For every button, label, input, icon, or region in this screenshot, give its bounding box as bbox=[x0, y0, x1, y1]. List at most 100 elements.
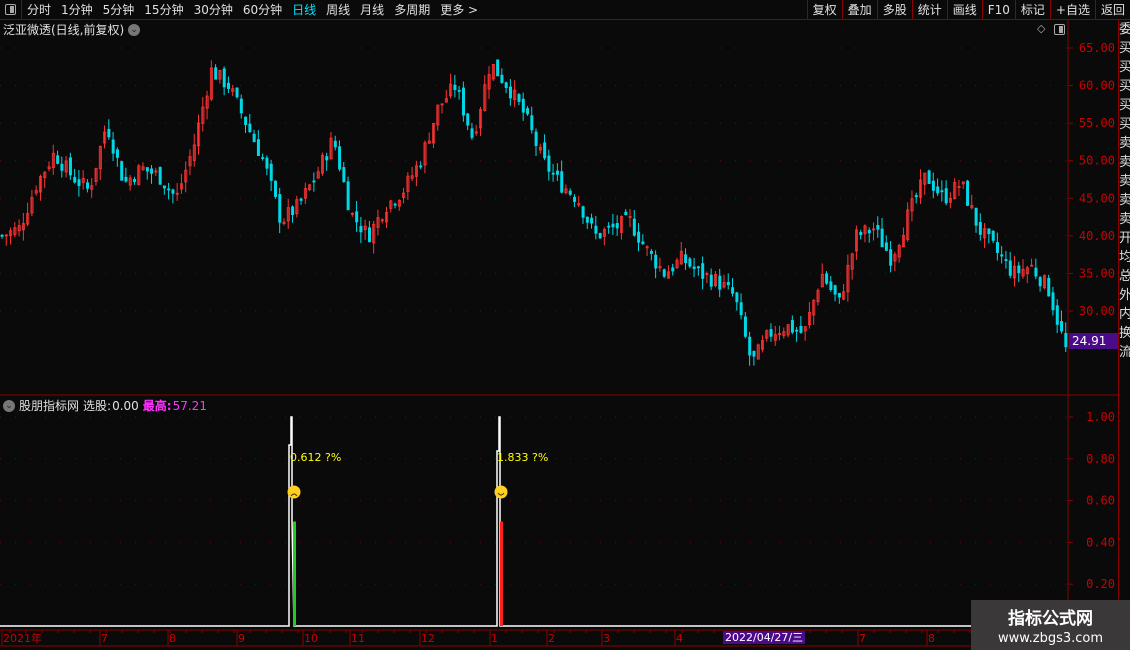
candle-body bbox=[790, 320, 794, 333]
candle-body bbox=[1030, 264, 1034, 267]
candle-body bbox=[756, 344, 760, 360]
candle-body bbox=[188, 156, 192, 167]
panel-toggle-icon[interactable] bbox=[1054, 24, 1065, 35]
candle-body bbox=[491, 63, 495, 80]
toolbar-button[interactable]: 叠加 bbox=[841, 0, 877, 20]
candle-body bbox=[863, 225, 867, 235]
period-tab[interactable]: 月线 bbox=[360, 3, 385, 17]
candle-body bbox=[897, 244, 901, 258]
period-tab[interactable]: 分时 bbox=[27, 3, 52, 17]
candle-body bbox=[124, 176, 128, 182]
toolbar-button[interactable]: 返回 bbox=[1094, 0, 1130, 20]
period-tab[interactable]: 多周期 bbox=[394, 3, 431, 17]
candle-body bbox=[274, 180, 278, 197]
candle-body bbox=[51, 152, 55, 168]
candle-body bbox=[735, 292, 739, 303]
candle-body bbox=[1038, 277, 1042, 287]
candle-body bbox=[534, 131, 538, 146]
candle-body bbox=[4, 234, 8, 237]
candle-body bbox=[252, 133, 256, 143]
diamond-icon[interactable]: ◇ bbox=[1037, 22, 1046, 35]
candle-body bbox=[649, 250, 653, 254]
candle-body bbox=[743, 316, 747, 337]
candle-body bbox=[782, 331, 786, 337]
candle-body bbox=[73, 176, 77, 183]
candle-body bbox=[620, 216, 624, 233]
period-tab[interactable]: 周线 bbox=[326, 3, 351, 17]
candle-body bbox=[816, 290, 820, 303]
toolbar-button[interactable]: 画线 bbox=[946, 0, 982, 20]
period-toolbar: 分时 1分钟 5分钟 15分钟 30分钟 60分钟 日线 周线 月线 多周期 更多 > bbox=[0, 0, 1130, 20]
period-tab[interactable]: 日线 bbox=[292, 3, 317, 17]
candle-body bbox=[385, 211, 389, 223]
chevron-down-icon[interactable]: ⌄ bbox=[3, 399, 15, 412]
toolbar-button[interactable]: 标记 bbox=[1014, 0, 1050, 20]
select-label: 选股: bbox=[83, 399, 112, 413]
candle-body bbox=[291, 206, 295, 216]
candle-body bbox=[855, 229, 859, 252]
candle-body bbox=[103, 131, 107, 144]
indicator-tick-label: 0.20 bbox=[1086, 577, 1115, 591]
chevron-down-icon[interactable]: ⌄ bbox=[128, 23, 141, 36]
candle-body bbox=[376, 217, 380, 228]
candle-body bbox=[21, 223, 25, 231]
candle-body bbox=[573, 196, 577, 202]
period-tab[interactable]: 60分钟 bbox=[242, 3, 283, 17]
y-tick-label: 50.00 bbox=[1079, 154, 1115, 168]
toolbar-button[interactable]: 复权 bbox=[806, 0, 842, 20]
candle-body bbox=[607, 225, 611, 228]
candle-body bbox=[39, 175, 43, 193]
toolbar-button[interactable]: 多股 bbox=[876, 0, 912, 20]
candle-body bbox=[449, 83, 453, 97]
panel-toggle-icon[interactable] bbox=[0, 0, 22, 20]
candle-body bbox=[995, 242, 999, 253]
toolbar-button[interactable]: +自选 bbox=[1049, 0, 1095, 20]
candle-body bbox=[133, 179, 137, 182]
candle-body bbox=[269, 163, 273, 181]
candle-body bbox=[338, 146, 342, 170]
candle-body bbox=[974, 207, 978, 226]
candle-body bbox=[808, 312, 812, 326]
candle-body bbox=[111, 139, 115, 154]
period-tab[interactable]: 15分钟 bbox=[144, 3, 184, 17]
indicator-tick-label: 0.80 bbox=[1086, 452, 1115, 466]
candle-body bbox=[34, 190, 38, 194]
candle-body bbox=[611, 223, 615, 228]
candle-body bbox=[910, 198, 914, 212]
candle-body bbox=[235, 87, 239, 98]
candle-body bbox=[803, 326, 807, 332]
indicator-tick-label: 0.40 bbox=[1086, 535, 1115, 549]
candle-body bbox=[978, 222, 982, 235]
toolbar-button[interactable]: F10 bbox=[981, 0, 1015, 20]
candle-body bbox=[893, 254, 897, 262]
candle-body bbox=[585, 216, 589, 223]
period-tab[interactable]: 30分钟 bbox=[193, 3, 233, 17]
candle-body bbox=[43, 171, 47, 179]
candle-body bbox=[662, 269, 666, 277]
watermark: 指标公式网 www.zbgs3.com bbox=[971, 600, 1130, 650]
period-tab[interactable]: 5分钟 bbox=[102, 3, 135, 17]
period-tab[interactable]: 1分钟 bbox=[61, 3, 93, 17]
candle-body bbox=[602, 229, 606, 237]
candle-body bbox=[526, 108, 530, 115]
candle-body bbox=[833, 285, 837, 295]
candle-body bbox=[167, 188, 171, 191]
candle-body bbox=[970, 205, 974, 209]
candle-body bbox=[162, 185, 166, 189]
watermark-url: www.zbgs3.com bbox=[997, 631, 1104, 646]
candle-body bbox=[513, 89, 517, 101]
candle-body bbox=[355, 211, 359, 223]
candle-body bbox=[115, 149, 119, 158]
period-tab[interactable]: 更多 > bbox=[440, 3, 479, 17]
candle-body bbox=[432, 122, 436, 144]
candle-body bbox=[658, 265, 662, 269]
candle-body bbox=[773, 334, 777, 341]
candle-body bbox=[30, 197, 34, 214]
candle-body bbox=[957, 186, 961, 188]
candle-body bbox=[440, 103, 444, 106]
toolbar-button[interactable]: 统计 bbox=[911, 0, 947, 20]
x-tick-label: 7 bbox=[859, 632, 866, 645]
candle-body bbox=[64, 160, 68, 173]
candle-body bbox=[222, 68, 226, 88]
